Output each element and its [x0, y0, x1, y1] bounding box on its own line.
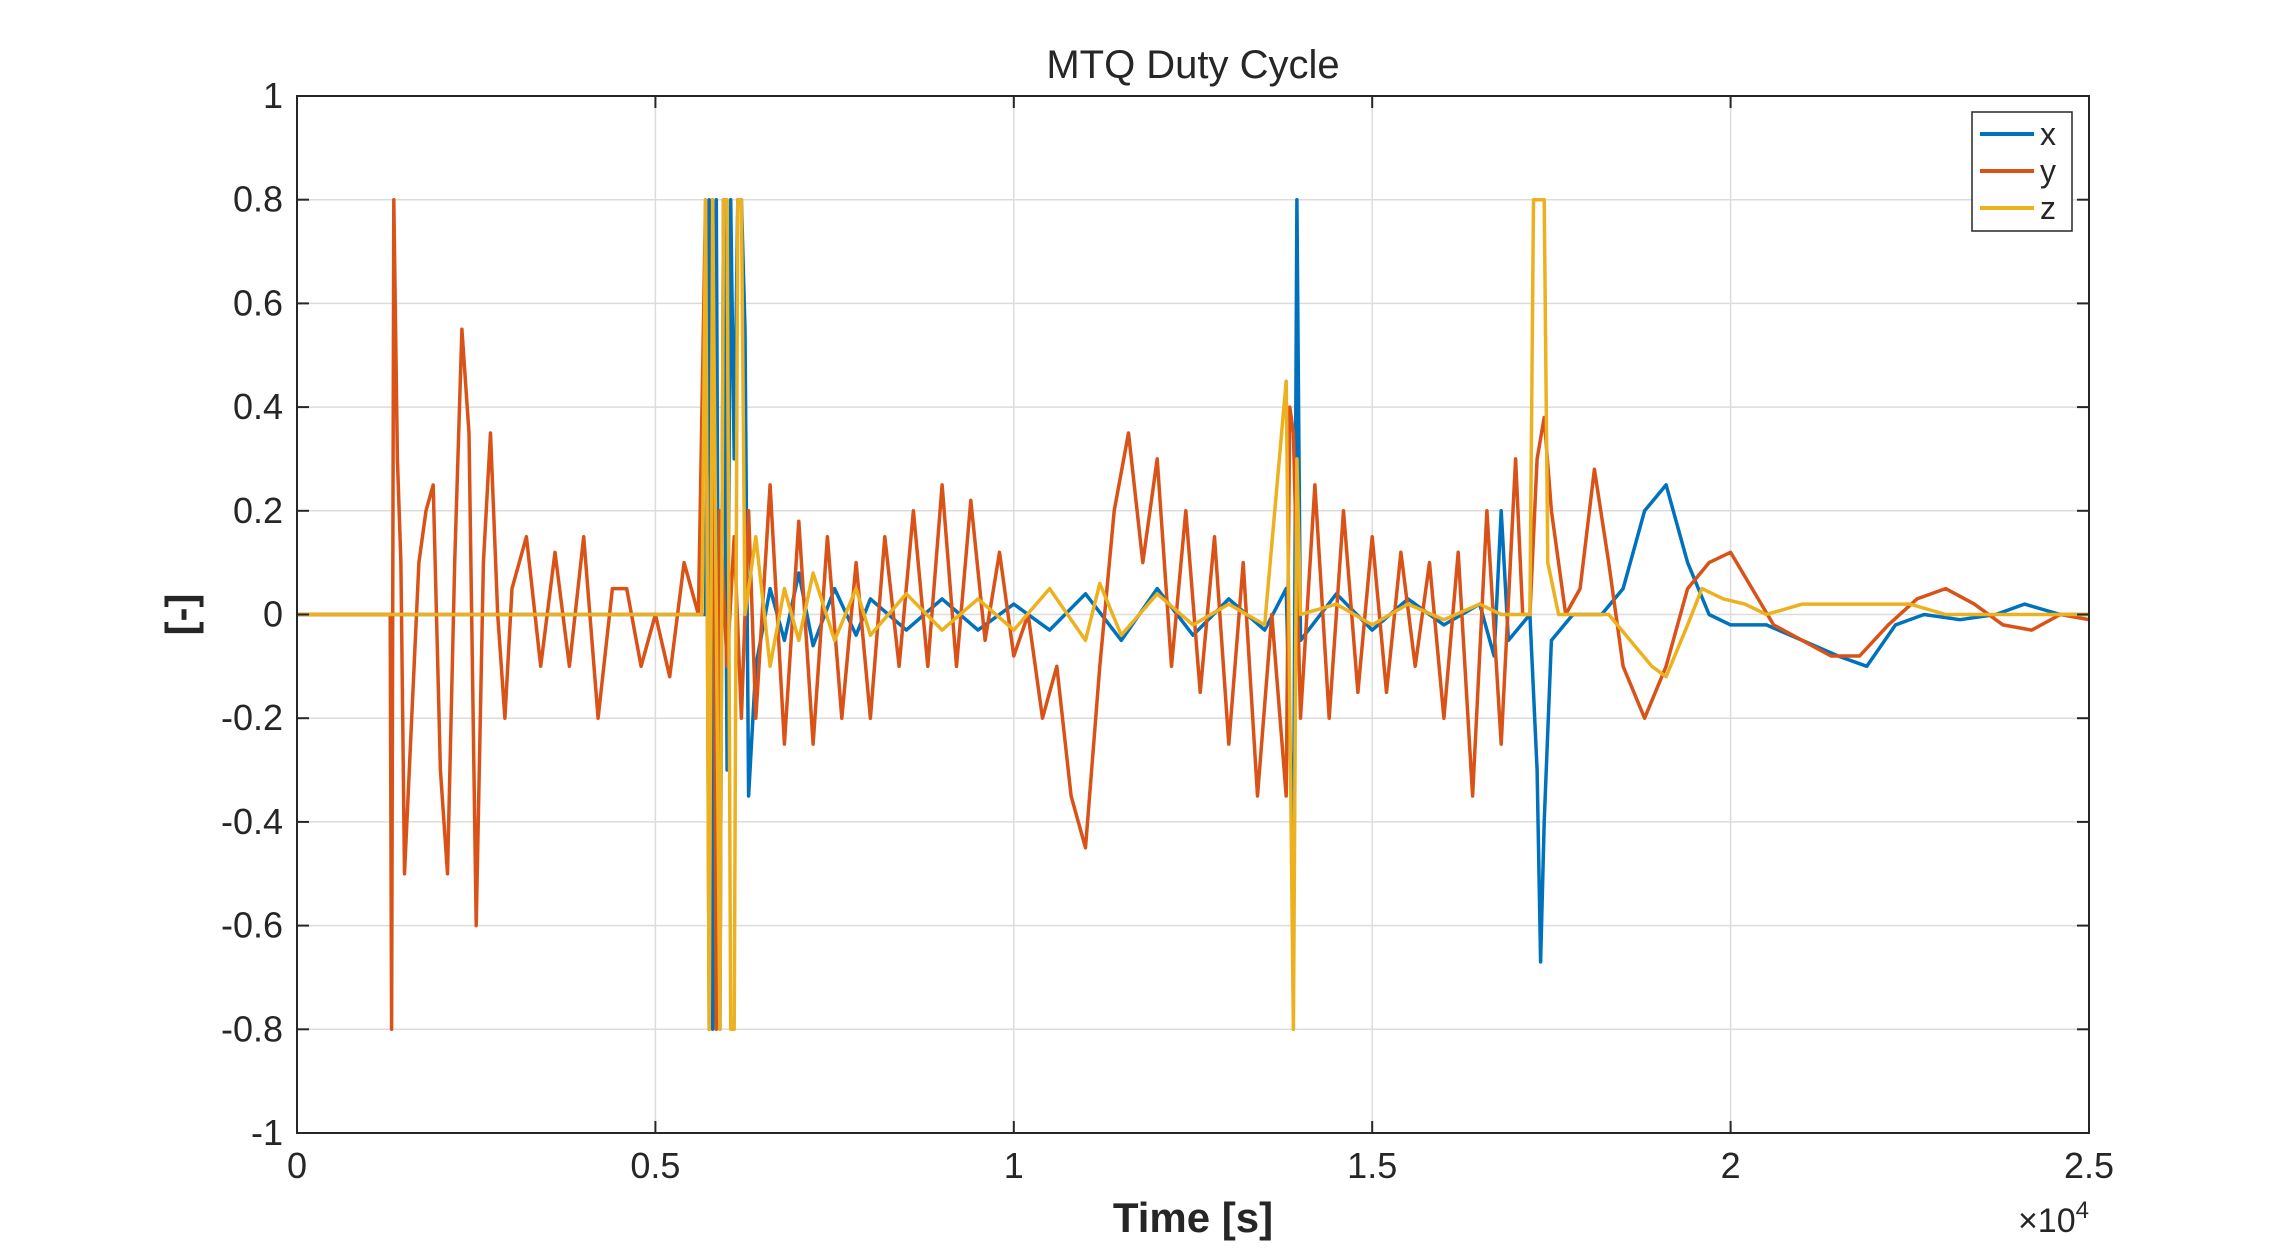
y-tick-label: -0.4 — [221, 801, 283, 842]
y-tick-label: 1 — [263, 75, 283, 116]
y-tick-label: -0.8 — [221, 1008, 283, 1049]
plot-area — [297, 197, 2089, 1032]
legend-label-y: y — [2040, 153, 2056, 189]
series-lines — [297, 197, 2089, 1032]
y-tick-label: 0.2 — [233, 490, 283, 531]
x-tick-label: 1.5 — [1347, 1145, 1397, 1186]
x-tick-label: 0.5 — [630, 1145, 680, 1186]
y-tick-label: -1 — [251, 1112, 283, 1153]
legend-label-x: x — [2040, 116, 2056, 152]
chart-title: MTQ Duty Cycle — [1046, 43, 1339, 87]
y-axis-label: [-] — [157, 594, 204, 636]
x-axis-exponent-base: ×10 — [2018, 1202, 2076, 1240]
legend[interactable]: xyz — [1971, 111, 2073, 232]
x-tick-label: 0 — [287, 1145, 307, 1186]
x-axis-exponent-power: 4 — [2076, 1197, 2089, 1224]
x-tick-label: 2 — [1721, 1145, 1741, 1186]
y-tick-label: -0.2 — [221, 697, 283, 738]
series-line-y — [297, 197, 2089, 1032]
y-tick-label: -0.6 — [221, 905, 283, 946]
x-axis-exponent: ×104 — [2018, 1197, 2089, 1240]
axis-ticks — [296, 95, 2090, 1134]
y-tick-label: 0 — [263, 594, 283, 635]
y-tick-label: 0.8 — [233, 179, 283, 220]
legend-label-z: z — [2040, 190, 2056, 226]
axis-tick-labels: 0 0.5 1 1.5 2 2.5 -1 -0.8 -0.6 -0.4 -0.2 0 0.2 0.4 0.6… — [221, 75, 2114, 1186]
x-tick-label: 1 — [1004, 1145, 1024, 1186]
y-tick-label: 0.6 — [233, 282, 283, 323]
y-tick-label: 0.4 — [233, 386, 283, 427]
series-line-z — [297, 197, 2089, 1032]
x-tick-label: 2.5 — [2064, 1145, 2114, 1186]
x-axis-label: Time [s] — [1113, 1194, 1273, 1241]
